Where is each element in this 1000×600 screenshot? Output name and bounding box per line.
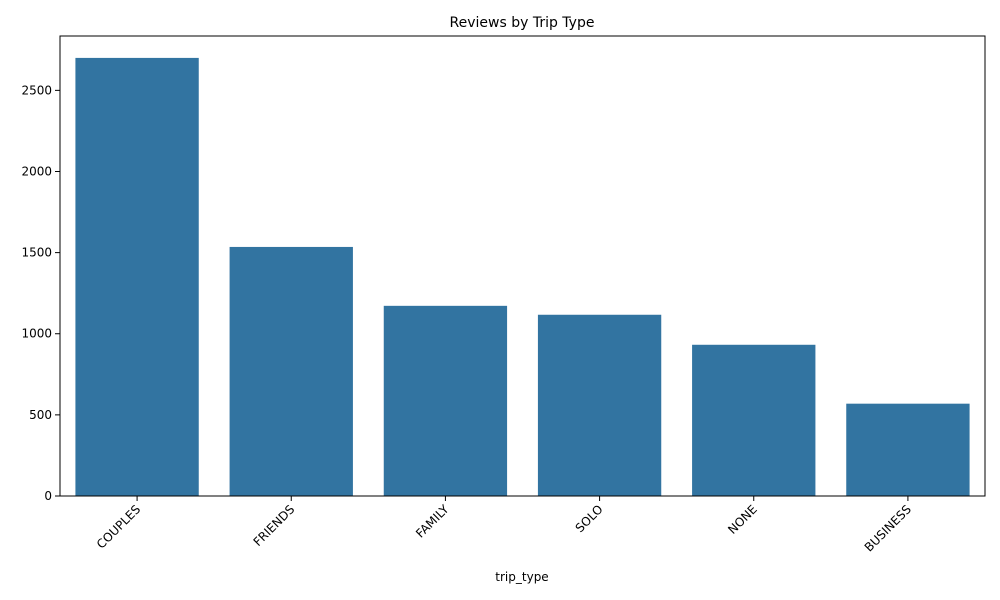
y-tick-label: 2000	[21, 164, 52, 178]
bar-solo	[537, 314, 662, 496]
bar-friends	[229, 246, 353, 496]
bar-none	[692, 344, 816, 496]
x-tick-label: COUPLES	[94, 502, 143, 551]
x-tick-label: SOLO	[573, 502, 606, 535]
bar-couples	[75, 57, 199, 497]
x-tick-label: BUSINESS	[862, 502, 914, 554]
bars-group	[75, 57, 970, 497]
x-tick-label: FRIENDS	[251, 502, 298, 549]
y-axis: 0 500 1000 1500 2000 2500	[21, 83, 60, 503]
bar-family	[383, 305, 508, 496]
y-tick-label: 0	[44, 489, 52, 503]
x-axis-label: trip_type	[495, 570, 548, 584]
x-tick-label: FAMILY	[413, 502, 452, 541]
y-tick-label: 500	[29, 408, 52, 422]
y-tick-label: 1500	[21, 246, 52, 260]
y-tick-label: 2500	[21, 83, 52, 97]
chart-title: Reviews by Trip Type	[450, 15, 595, 31]
y-tick-label: 1000	[21, 327, 52, 341]
x-axis: COUPLES FRIENDS FAMILY SOLO NONE BUSINESS	[94, 496, 914, 555]
plot-frame	[59, 35, 986, 497]
x-tick-label: NONE	[725, 502, 760, 537]
bar-business	[846, 403, 970, 496]
